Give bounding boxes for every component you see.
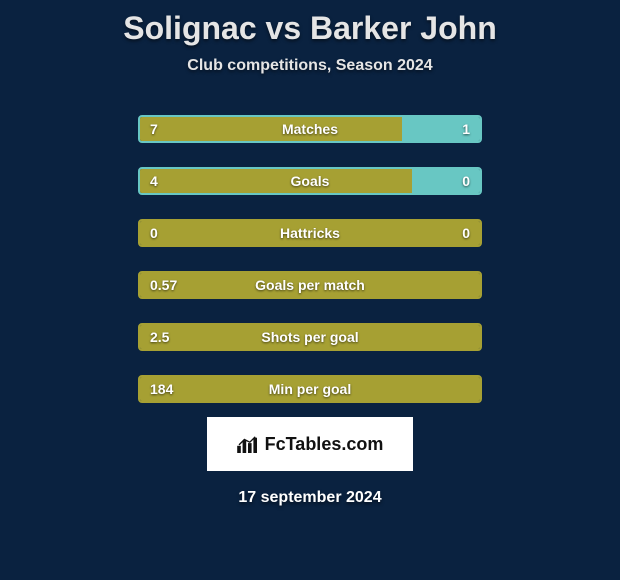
stat-row: 0 0 Hattricks <box>138 219 482 247</box>
stat-right-value: 1 <box>462 121 470 137</box>
stat-right-value: 0 <box>462 225 470 241</box>
stat-left-value: 0 <box>150 225 158 241</box>
stat-left-value: 184 <box>150 381 173 397</box>
stat-row: 184 Min per goal <box>138 375 482 403</box>
stat-row: 2.5 Shots per goal <box>138 323 482 351</box>
branding-badge: FcTables.com <box>207 417 413 471</box>
stat-label: Min per goal <box>269 381 351 397</box>
stat-fill-left <box>140 169 412 193</box>
stat-left-value: 2.5 <box>150 329 169 345</box>
stat-label: Goals <box>291 173 330 189</box>
stat-label: Matches <box>282 121 338 137</box>
stat-left-value: 0.57 <box>150 277 177 293</box>
stat-row: 7 1 Matches <box>138 115 482 143</box>
page-title: Solignac vs Barker John <box>0 0 620 47</box>
stat-label: Shots per goal <box>261 329 358 345</box>
stat-row: 4 0 Goals <box>138 167 482 195</box>
subtitle: Club competitions, Season 2024 <box>0 57 620 75</box>
stat-fill-left <box>140 117 402 141</box>
stat-left-value: 7 <box>150 121 158 137</box>
stat-right-value: 0 <box>462 173 470 189</box>
stat-row: 0.57 Goals per match <box>138 271 482 299</box>
stat-label: Hattricks <box>280 225 340 241</box>
stats-container: 7 1 Matches 4 0 Goals 0 0 Hattricks 0.57 Goals per… <box>0 115 620 403</box>
stat-label: Goals per match <box>255 277 365 293</box>
stat-left-value: 4 <box>150 173 158 189</box>
branding-text: FcTables.com <box>265 434 384 455</box>
branding-chart-icon <box>237 435 259 453</box>
generation-date: 17 september 2024 <box>0 489 620 507</box>
